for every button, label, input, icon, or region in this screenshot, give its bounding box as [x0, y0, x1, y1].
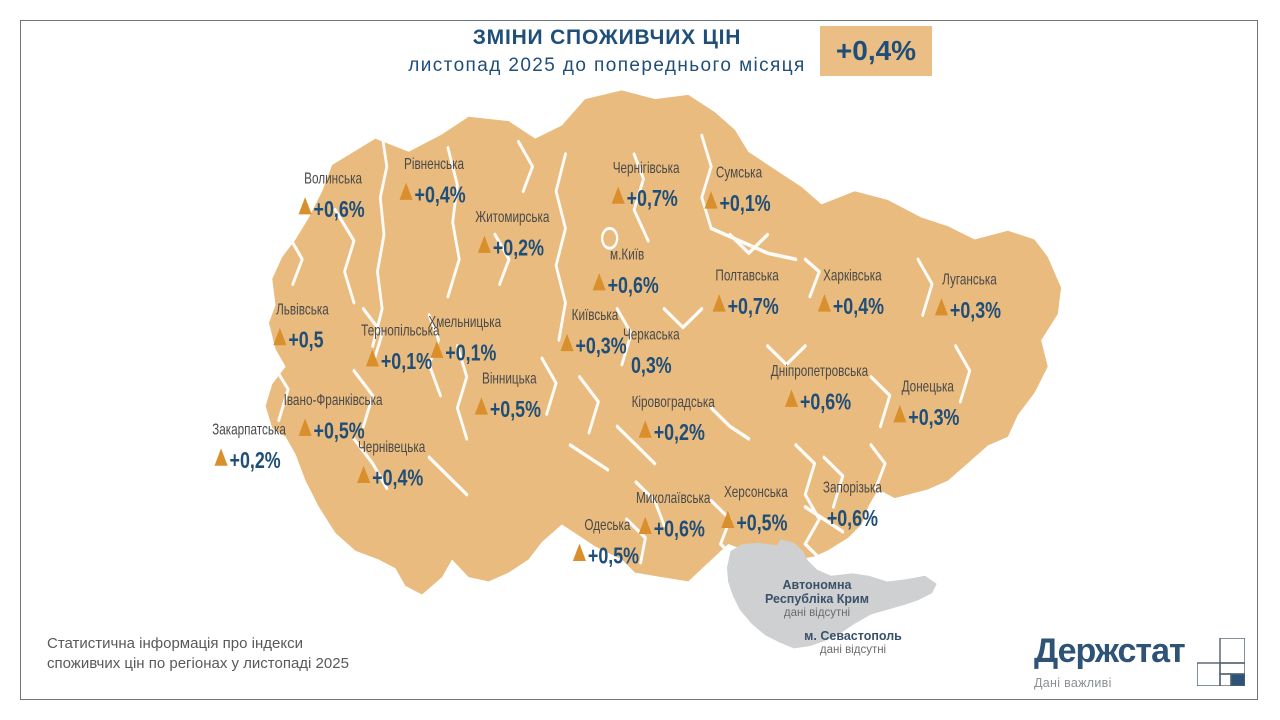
svg-text:+0,1%: +0,1%: [445, 340, 497, 366]
svg-text:Донецька: Донецька: [902, 378, 955, 395]
svg-text:Волинська: Волинська: [304, 170, 362, 187]
svg-text:+0,1%: +0,1%: [720, 191, 772, 217]
svg-text:+0,4%: +0,4%: [833, 294, 885, 320]
svg-text:Луганська: Луганська: [942, 271, 997, 288]
svg-text:+0,5: +0,5: [288, 327, 324, 353]
svg-text:Рівненська: Рівненська: [404, 155, 464, 172]
svg-text:Полтавська: Полтавська: [715, 267, 779, 284]
svg-text:+0,3%: +0,3%: [950, 298, 1002, 324]
svg-text:Київська: Київська: [572, 307, 619, 324]
svg-text:Хмельницька: Хмельницька: [428, 313, 501, 330]
svg-text:+0,6%: +0,6%: [314, 197, 366, 223]
svg-text:Харківська: Харківська: [823, 267, 882, 284]
svg-text:+0,6%: +0,6%: [654, 516, 706, 542]
svg-text:Республіка Крим: Республіка Крим: [765, 592, 869, 606]
svg-text:Дніпропетровська: Дніпропетровська: [771, 362, 869, 379]
svg-text:Запорізька: Запорізька: [823, 479, 882, 496]
svg-text:+0,6%: +0,6%: [608, 273, 660, 299]
svg-text:Сумська: Сумська: [716, 164, 762, 181]
svg-text:+0,5%: +0,5%: [588, 543, 640, 569]
svg-text:Закарпатська: Закарпатська: [212, 421, 286, 438]
svg-text:Черкаська: Черкаська: [623, 326, 680, 343]
svg-text:Чернігівська: Чернігівська: [613, 159, 680, 176]
svg-text:дані відсутні: дані відсутні: [820, 644, 886, 656]
svg-text:+0,5%: +0,5%: [490, 397, 542, 423]
svg-text:Чернівецька: Чернівецька: [358, 439, 426, 456]
svg-text:Миколаївська: Миколаївська: [636, 490, 711, 507]
svg-text:+0,3%: +0,3%: [575, 333, 627, 359]
svg-text:+0,4%: +0,4%: [415, 182, 467, 208]
svg-text:дані відсутні: дані відсутні: [784, 607, 850, 619]
svg-text:Львівська: Львівська: [276, 301, 329, 318]
svg-text:Одеська: Одеська: [584, 517, 630, 534]
svg-text:+0,2%: +0,2%: [230, 448, 282, 474]
svg-text:Кіровоградська: Кіровоградська: [632, 393, 716, 410]
svg-text:Житомирська: Житомирська: [475, 208, 550, 225]
svg-text:Івано-Франківська: Івано-Франківська: [284, 391, 383, 408]
svg-text:+0,2%: +0,2%: [654, 420, 706, 446]
svg-text:Херсонська: Херсонська: [724, 483, 788, 500]
svg-text:Автономна: Автономна: [783, 578, 853, 592]
svg-text:Вінницька: Вінницька: [482, 370, 537, 387]
svg-text:м. Севастополь: м. Севастополь: [804, 629, 902, 643]
svg-text:+0,4%: +0,4%: [372, 465, 424, 491]
svg-text:+0,6%: +0,6%: [800, 389, 852, 415]
svg-text:+0,7%: +0,7%: [627, 186, 679, 212]
svg-text:+0,5%: +0,5%: [736, 510, 788, 536]
svg-text:+0,3%: +0,3%: [908, 405, 960, 431]
svg-text:+0,2%: +0,2%: [493, 235, 545, 261]
svg-text:+0,7%: +0,7%: [728, 294, 780, 320]
svg-text:м.Київ: м.Київ: [610, 246, 644, 263]
svg-text:+0,1%: +0,1%: [381, 349, 433, 375]
svg-text:0,3%: 0,3%: [631, 353, 672, 379]
svg-text:+0,6%: +0,6%: [827, 506, 879, 532]
